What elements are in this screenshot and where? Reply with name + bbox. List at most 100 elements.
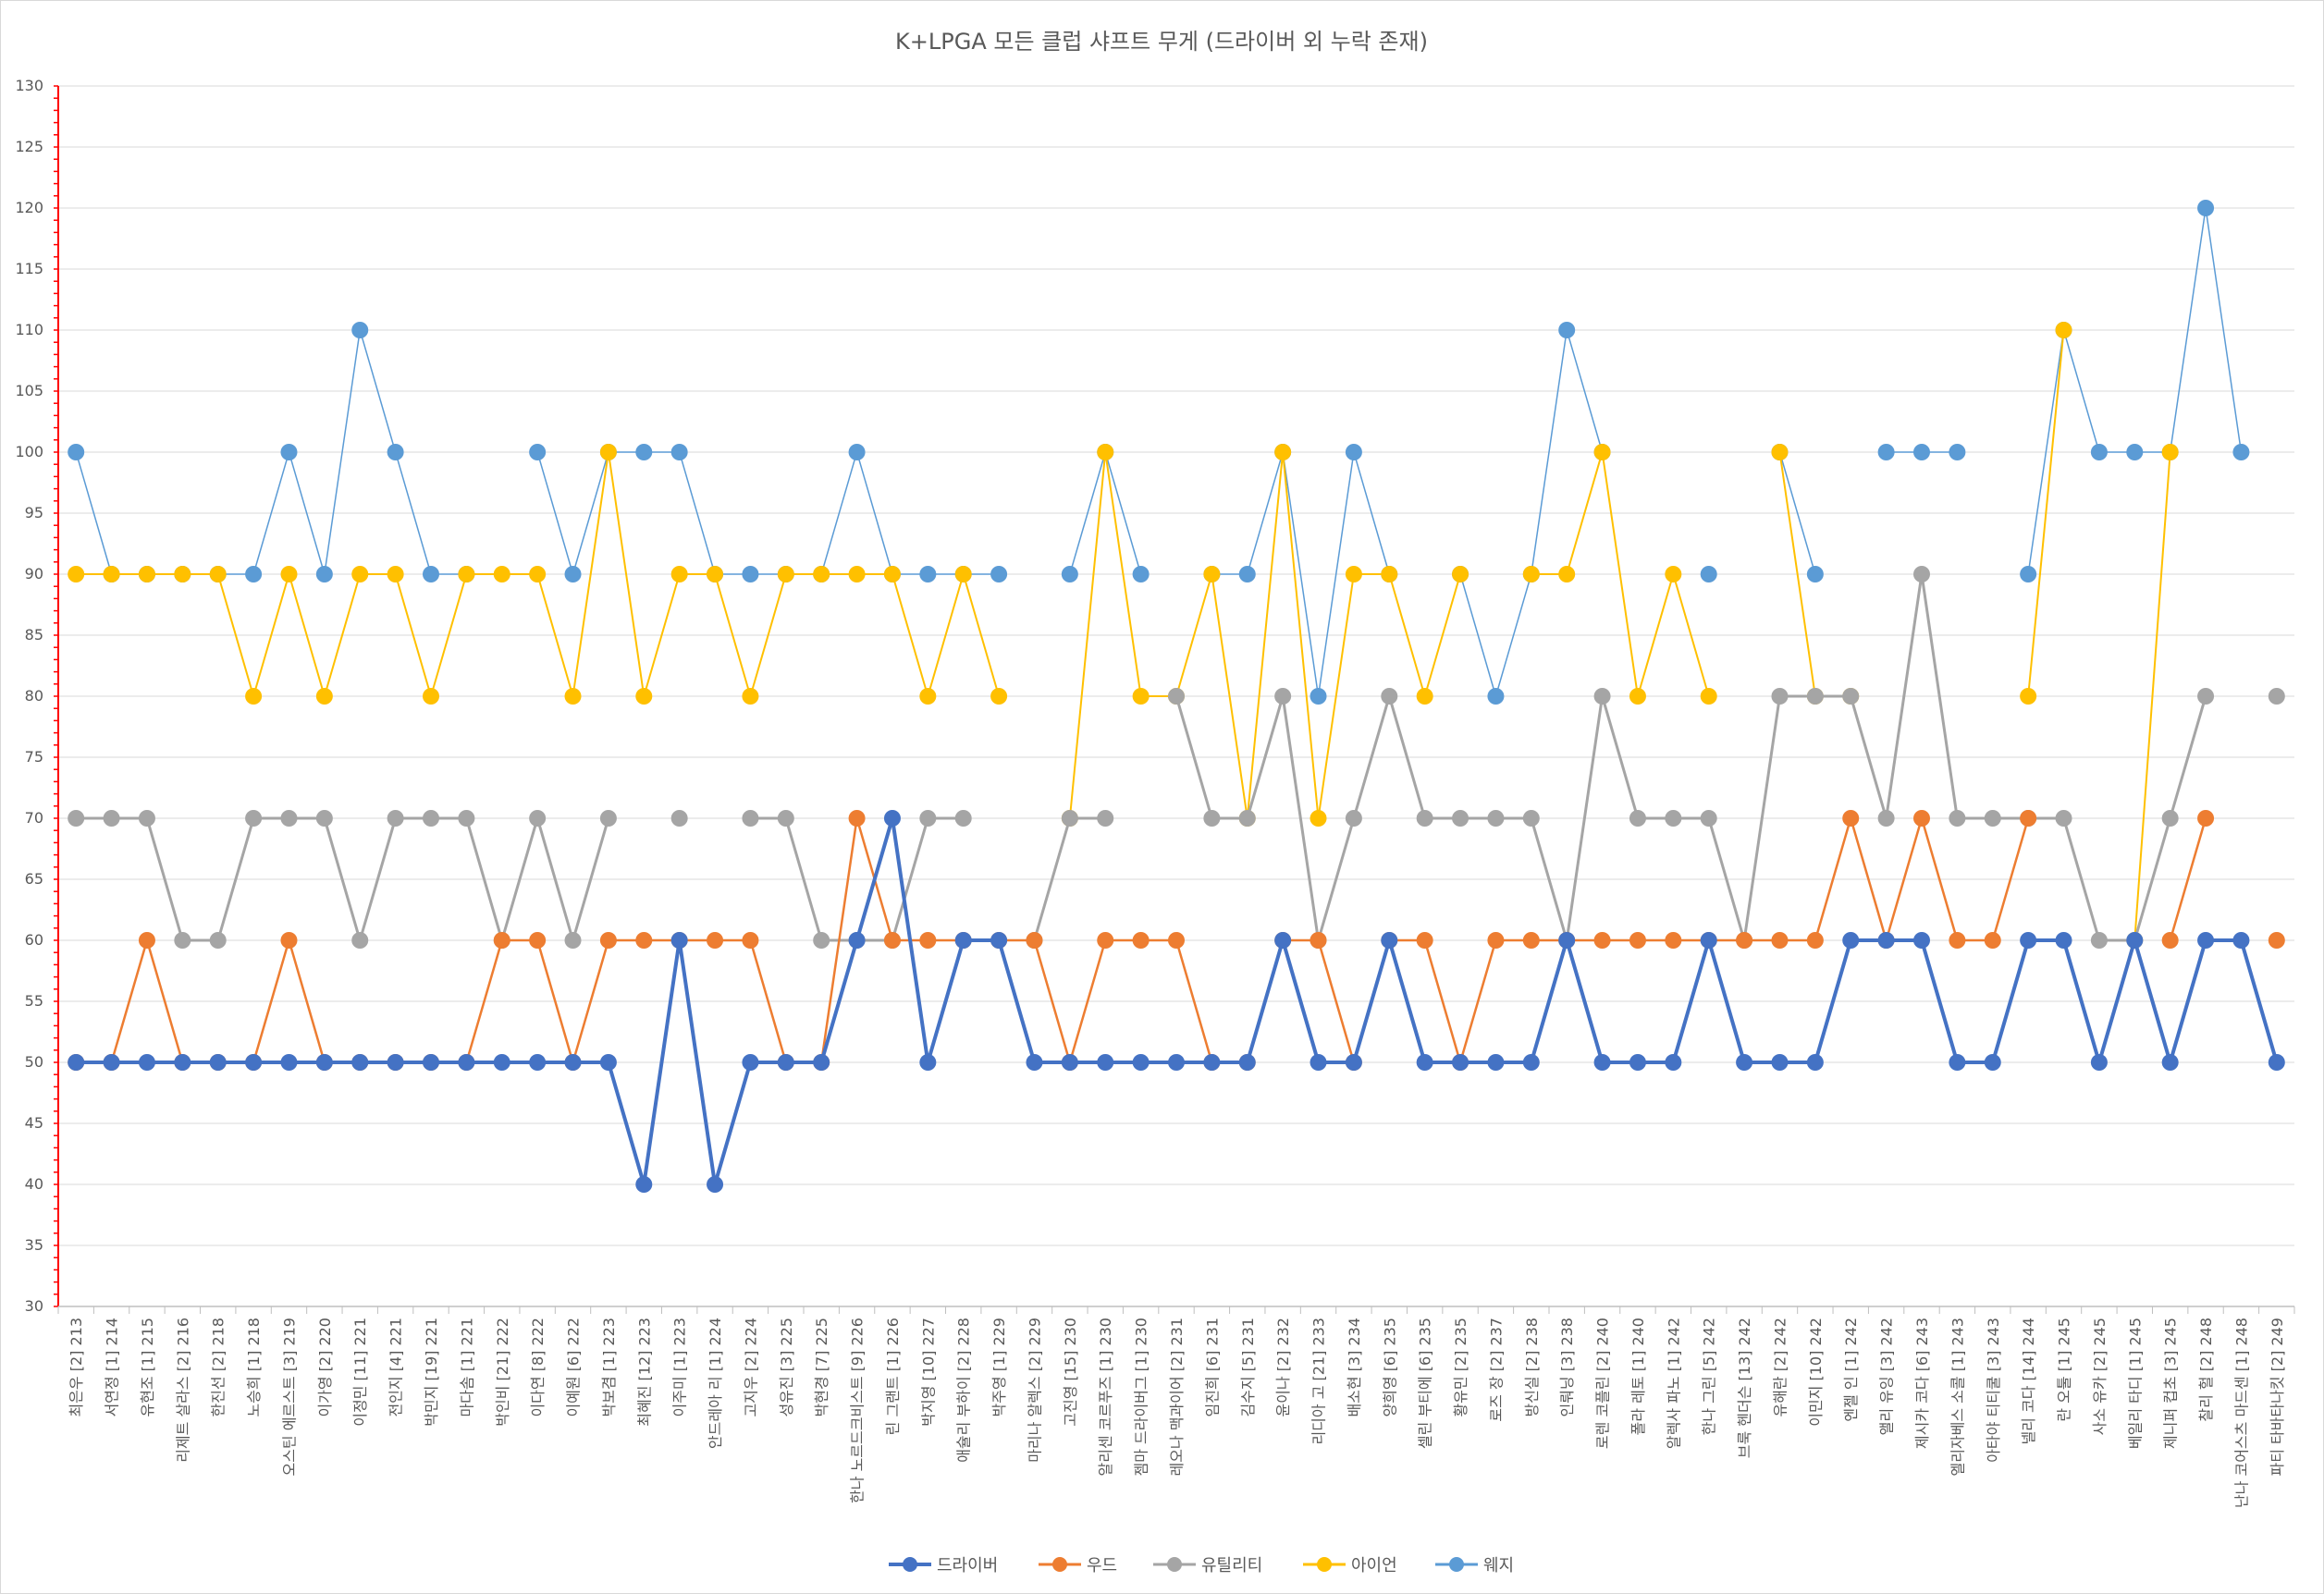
x-tick-label: 김수지 [5] 231 [1239,1318,1257,1417]
data-point [529,932,547,949]
data-point [280,444,298,460]
y-tick-label: 105 [15,382,43,399]
data-point [1984,932,2001,949]
x-tick-label: 인뤄닝 [3] 238 [1558,1318,1576,1417]
legend: 드라이버 우드 유틸리티 아이언 웨지 [889,1556,1514,1576]
data-point [1097,810,1114,827]
x-tick-label: 방신실 [2] 238 [1523,1318,1541,1417]
data-point [1168,932,1185,949]
data-point [635,444,653,460]
y-tick-label: 75 [25,748,43,766]
data-point [315,566,333,582]
y-tick-label: 120 [15,199,43,216]
data-point [1452,810,1469,827]
data-point [2020,810,2037,827]
data-point [493,566,510,582]
data-point [174,932,191,949]
x-tick-label: 전인지 [4] 221 [387,1318,405,1417]
data-point [1203,1054,1221,1071]
data-point [458,1054,475,1071]
data-point [2126,444,2144,460]
data-point [423,688,439,705]
x-tick-label: 최은우 [2] 213 [68,1318,85,1417]
data-point [1842,810,1860,827]
data-point [2268,1054,2285,1071]
data-point [280,932,298,949]
data-point [1771,444,1789,460]
data-point [68,810,85,827]
data-point [209,566,227,582]
data-point [1274,688,1292,705]
x-tick-label: 이민지 [10] 242 [1807,1318,1825,1427]
data-point [280,810,298,827]
data-point [1665,1054,1682,1071]
x-tick-label: 고지우 [2] 224 [742,1318,759,1417]
data-point [564,1054,582,1071]
data-point [2197,932,2215,949]
data-point [1700,566,1717,582]
x-tick-label: 박민지 [19] 221 [423,1318,440,1427]
data-point [813,566,830,582]
data-point [848,810,866,827]
data-point [1487,932,1505,949]
data-point [742,688,759,705]
data-point [1310,688,1327,705]
data-point [138,810,155,827]
data-point [1771,688,1789,705]
data-point [635,932,653,949]
x-tick-label: 셀린 부티에 [6] 235 [1417,1318,1434,1449]
data-point [742,810,759,827]
data-point [742,1054,759,1071]
data-point [245,1054,263,1071]
data-point [1522,566,1540,582]
data-point [1381,932,1398,949]
data-point [1913,932,1930,949]
x-tick-label: 성유진 [3] 225 [778,1318,795,1417]
x-tick-label: 유해란 [2] 242 [1771,1318,1789,1417]
data-point [742,566,759,582]
data-point [1593,1054,1611,1071]
data-point [1877,444,1895,460]
data-point [315,1054,333,1071]
data-point [1381,566,1398,582]
x-tick-label: 최혜진 [12] 223 [635,1318,653,1427]
data-point [954,566,972,582]
data-point [883,932,901,949]
data-point [1984,1054,2001,1071]
data-point [2020,932,2037,949]
data-point [138,1054,155,1071]
data-point [1452,1054,1469,1071]
y-tick-label: 90 [25,565,43,582]
y-tick-label: 110 [15,321,43,338]
data-point [1416,810,1433,827]
data-point [777,566,794,582]
x-tick-label: 한진선 [2] 218 [210,1318,227,1417]
x-tick-label: 양희영 [6] 235 [1381,1318,1398,1417]
data-point [1238,810,1256,827]
x-tick-label: 리디아 고 [21] 233 [1310,1318,1328,1445]
data-point [529,444,547,460]
x-tick-label: 박인비 [21] 222 [494,1318,511,1427]
x-tick-label: 제시카 코다 [6] 243 [1913,1318,1931,1449]
data-point [919,1054,937,1071]
x-tick-label: 엘리자베스 소콜 [1] 243 [1949,1318,1966,1477]
data-point [458,566,475,582]
data-point [1203,566,1221,582]
x-tick-label: 리제트 살라스 [2] 216 [174,1318,191,1463]
legend-label: 아이언 [1351,1556,1397,1576]
x-tick-label: 로렌 코플린 [2] 240 [1594,1318,1612,1449]
series-layer [68,200,2285,1193]
data-point [1345,444,1362,460]
data-point [1665,932,1682,949]
data-point [1593,444,1611,460]
data-point [1132,688,1150,705]
x-tick-label: 엔젤 인 [1] 242 [1842,1318,1860,1422]
data-point [387,810,404,827]
data-point [2090,1054,2108,1071]
data-point [1452,566,1469,582]
data-point [1877,932,1895,949]
data-point [707,932,724,949]
data-point [990,566,1008,582]
data-point [670,566,688,582]
data-point [174,1054,191,1071]
